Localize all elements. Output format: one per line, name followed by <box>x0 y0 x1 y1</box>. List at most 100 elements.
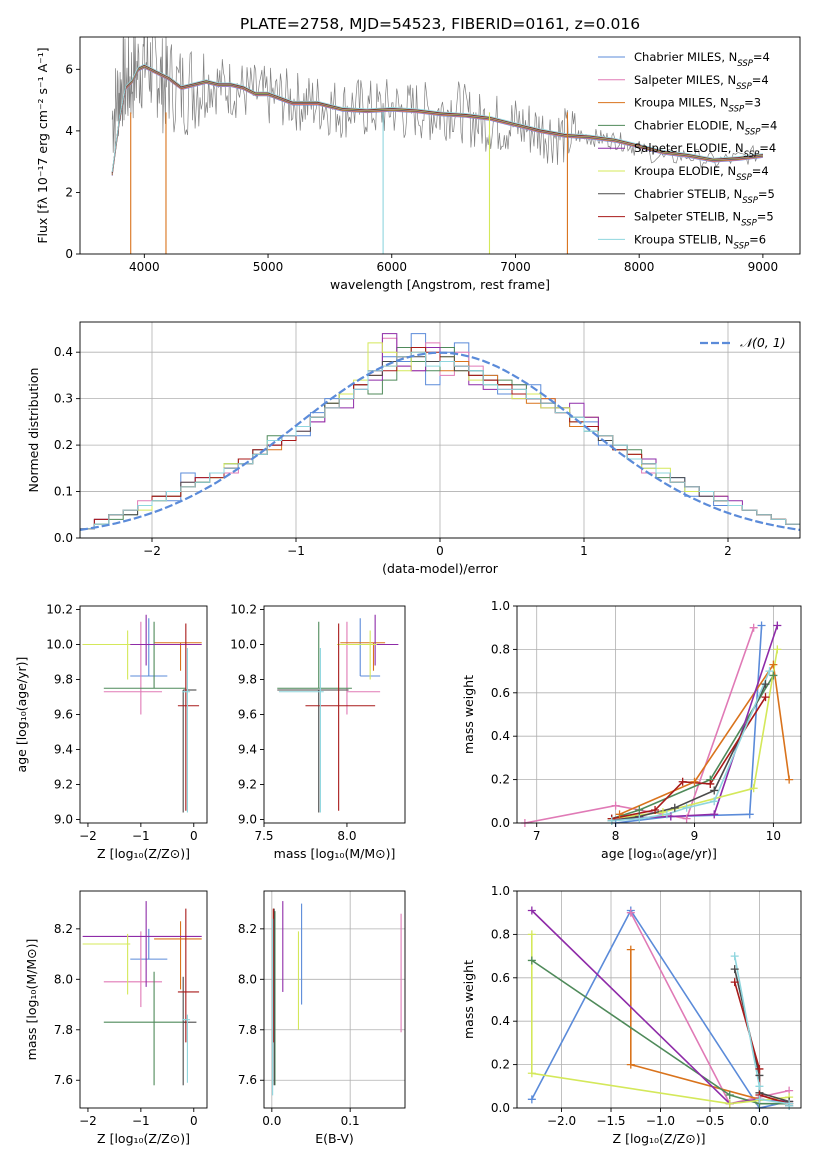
marker-kroupa_miles <box>615 810 624 819</box>
axes-frame <box>263 605 406 824</box>
y-tick-label: 9.0 <box>238 813 257 827</box>
x-tick-label: 2 <box>724 544 732 558</box>
marker-salpeter_stelib <box>761 693 770 702</box>
plot-area-age_vs_Z <box>82 614 202 813</box>
y-tick-label: 9.2 <box>238 778 257 792</box>
marker-kroupa_miles <box>769 660 778 669</box>
y-tick-label: 8.0 <box>54 972 73 986</box>
marker-salpeter_miles <box>626 908 635 917</box>
y-tick-label: 0.4 <box>491 1014 510 1028</box>
x-tick-label: 7 <box>533 829 541 843</box>
x-tick-label: 7000 <box>500 260 531 274</box>
y-tick-label: 0.4 <box>491 729 510 743</box>
x-axis-label: age [log₁₀(age/yr)] <box>601 846 717 861</box>
x-tick-label: 0.1 <box>341 1114 360 1128</box>
marker-kroupa_miles <box>626 945 635 954</box>
panel-spectrum: Chabrier MILES, NSSP=4 Salpeter MILES, NS… <box>35 36 801 292</box>
y-tick-label: 8.0 <box>238 972 257 986</box>
x-tick-label: −1.5 <box>596 1114 625 1128</box>
x-tick-label: 1 <box>580 544 588 558</box>
x-tick-label: −1 <box>287 544 305 558</box>
y-tick-label: 0.0 <box>491 816 510 830</box>
y-tick-label: 6 <box>65 62 73 76</box>
y-tick-label: 4 <box>65 124 73 138</box>
y-tick-label: 0 <box>65 247 73 261</box>
y-tick-label: 0.0 <box>54 531 73 545</box>
marker-salpeter_stelib <box>706 779 715 788</box>
x-tick-label: 8 <box>612 829 620 843</box>
axes-frame <box>516 890 802 1109</box>
x-tick-label: 0 <box>436 544 444 558</box>
marker-chabrier_miles <box>527 1095 536 1104</box>
marker-salpeter_stelib <box>678 777 687 786</box>
y-axis-label: mass [log₁₀(M/M⊙)] <box>24 939 39 1061</box>
axes-frame <box>79 890 208 1109</box>
histogram-step-kroupa_stelib <box>80 351 800 538</box>
marker-chabrier_elodie <box>725 1090 734 1099</box>
marker-kroupa_stelib <box>755 1082 764 1091</box>
y-tick-label: 9.8 <box>238 673 257 687</box>
x-tick-label: −1.0 <box>646 1114 675 1128</box>
spectrum-legend: Chabrier MILES, NSSP=4 Salpeter MILES, NS… <box>598 50 777 251</box>
y-tick-label: 9.4 <box>54 743 73 757</box>
marker-kroupa_elodie <box>749 784 758 793</box>
axes-frame <box>516 605 802 824</box>
y-tick-label: 9.2 <box>54 778 73 792</box>
y-tick-label: 2 <box>65 185 73 199</box>
panel-mass_vs_ebv: 0.0 0.1 7.6 7.8 8.0 8.2 E(B-V) <box>238 890 406 1146</box>
x-axis-label: (data-model)/error <box>382 561 499 576</box>
marker-chabrier_elodie <box>527 956 536 965</box>
x-tick-label: 7.5 <box>254 829 273 843</box>
plot-area-residual_histogram <box>80 333 800 538</box>
marker-kroupa_miles <box>626 1060 635 1069</box>
x-axis-label: Z [log₁₀(Z/Z⊙)] <box>613 1131 706 1146</box>
y-tick-label: 7.6 <box>54 1073 73 1087</box>
marker-kroupa_stelib <box>730 952 739 961</box>
marker-chabrier_stelib <box>710 786 719 795</box>
panel-massweight_vs_Z: −2.0 −1.5 −1.0 −0.5 0.0 0.0 0.2 0.4 0.6 0.8 1.0 Z [… <box>461 884 802 1146</box>
x-tick-label: −2.0 <box>547 1114 576 1128</box>
figure-title: PLATE=2758, MJD=54523, FIBERID=0161, z=0… <box>240 15 640 33</box>
y-axis-label: Flux [fλ 10⁻¹7 erg cm⁻² s⁻¹ A⁻¹] <box>35 47 50 243</box>
series-line-salpeter_stelib <box>611 696 767 820</box>
x-tick-label: 5000 <box>253 260 284 274</box>
legend-label: Salpeter MILES, NSSP=4 <box>634 73 769 92</box>
marker-salpeter_miles <box>682 814 691 823</box>
series-line-kroupa_miles <box>619 662 790 816</box>
legend-label: Kroupa STELIB, NSSP=6 <box>634 232 766 251</box>
x-tick-label: 9 <box>691 829 699 843</box>
y-tick-label: 1.0 <box>491 599 510 613</box>
x-tick-label: 6000 <box>376 260 407 274</box>
series-line-chabrier_elodie <box>611 674 775 820</box>
marker-salpeter_stelib <box>651 805 660 814</box>
legend-label: Chabrier MILES, NSSP=4 <box>634 50 770 69</box>
panel-massweight_vs_age: 7 8 9 10 0.0 0.2 0.4 0.6 0.8 1.0 age [log₁₀(age/yr… <box>461 599 802 861</box>
marker-salpeter_stelib <box>755 1064 764 1073</box>
series-line-kroupa_elodie <box>611 649 779 820</box>
y-tick-label: 10.0 <box>230 638 257 652</box>
y-tick-label: 0.1 <box>54 485 73 499</box>
marker-kroupa_stelib <box>755 1095 764 1104</box>
legend-label: Kroupa MILES, NSSP=3 <box>634 96 761 115</box>
y-tick-label: 10.2 <box>230 603 257 617</box>
marker-chabrier_stelib <box>761 680 770 689</box>
marker-kroupa_miles <box>785 775 794 784</box>
y-tick-label: 7.8 <box>238 1023 257 1037</box>
x-tick-label: 0 <box>190 1114 198 1128</box>
marker-kroupa_stelib <box>710 797 719 806</box>
x-tick-label: 0.0 <box>750 1114 769 1128</box>
marker-salpeter_elodie <box>710 810 719 819</box>
y-tick-label: 0.6 <box>491 686 510 700</box>
x-tick-label: 8.0 <box>337 829 356 843</box>
y-tick-label: 0.8 <box>491 927 510 941</box>
x-tick-label: −2 <box>143 544 161 558</box>
marker-kroupa_elodie <box>527 930 536 939</box>
marker-chabrier_miles <box>757 621 766 630</box>
marker-kroupa_stelib <box>682 803 691 812</box>
x-axis-label: Z [log₁₀(Z/Z⊙)] <box>97 846 190 861</box>
x-axis-label: wavelength [Angstrom, rest frame] <box>330 277 550 292</box>
plot-area-massweight_vs_age <box>524 625 790 823</box>
legend-label: Chabrier STELIB, NSSP=5 <box>634 187 775 206</box>
axes-frame <box>79 36 801 255</box>
